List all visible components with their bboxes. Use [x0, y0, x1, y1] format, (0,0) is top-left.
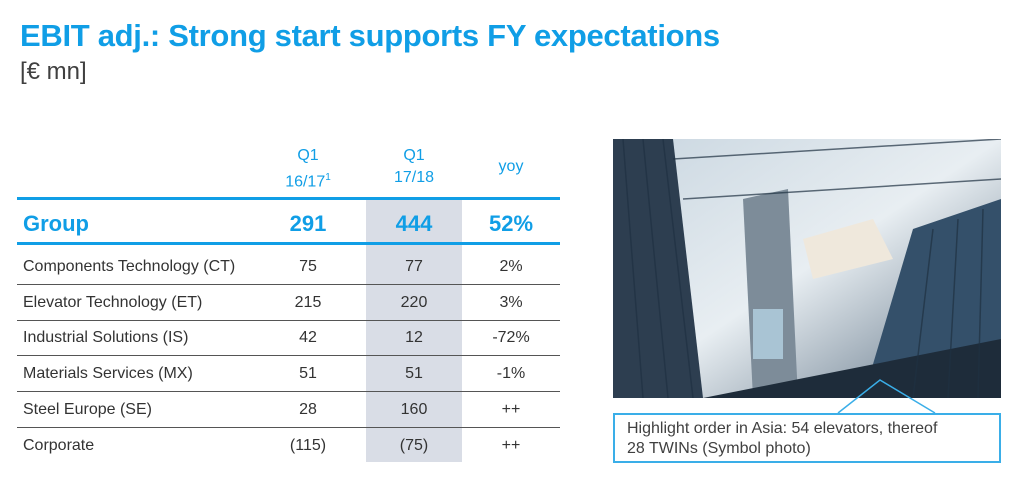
header-line1: Q1 — [297, 147, 319, 164]
header-line1: Q1 — [403, 147, 425, 164]
table-row: Elevator Technology (ET) 215 220 3% — [17, 294, 560, 330]
table-row: Components Technology (CT) 75 77 2% — [17, 258, 560, 294]
prev-value: 42 — [299, 329, 317, 347]
divider — [17, 426, 560, 428]
table-row: Corporate (115) (75) ++ — [17, 437, 560, 473]
prev-value: 75 — [299, 258, 317, 275]
header-line2: 16/17 — [285, 173, 326, 191]
curr-value: 444 — [395, 211, 433, 236]
table-row-group: Group 291 444 52% — [17, 211, 560, 247]
prev-value: (115) — [289, 436, 327, 454]
header-q1-16-17: Q1 16/171 — [263, 145, 353, 193]
row-label: Components Technology (CT) — [23, 258, 236, 275]
page-title: EBIT adj.: Strong start supports FY expe… — [20, 18, 720, 53]
header-yoy: yoy — [498, 158, 524, 175]
row-label: Industrial Solutions (IS) — [23, 329, 189, 347]
yoy-value: 2% — [499, 258, 523, 275]
divider — [17, 197, 560, 200]
row-label: Materials Services (MX) — [23, 365, 193, 383]
divider — [17, 391, 560, 393]
header-line2: 17/18 — [393, 169, 435, 186]
yoy-value: ++ — [501, 400, 521, 418]
table-row: Industrial Solutions (IS) 42 12 -72% — [17, 329, 560, 365]
row-label: Elevator Technology (ET) — [23, 293, 203, 311]
curr-value: 220 — [400, 293, 428, 311]
divider — [17, 355, 560, 357]
header-q1-17-18: Q1 17/18 — [369, 145, 459, 189]
yoy-value: 52% — [488, 211, 534, 236]
row-label: Group — [23, 211, 89, 236]
elevator-atrium-photo — [613, 139, 1001, 398]
callout-pointer — [837, 379, 936, 414]
photo-caption: Highlight order in Asia: 54 elevators, t… — [613, 413, 1001, 463]
yoy-value: -1% — [496, 365, 526, 383]
divider — [17, 284, 560, 285]
yoy-value: -72% — [492, 329, 530, 347]
table-row: Materials Services (MX) 51 51 -1% — [17, 365, 560, 401]
curr-value: 160 — [400, 400, 428, 418]
yoy-value: ++ — [501, 436, 521, 454]
prev-value: 51 — [299, 365, 317, 383]
yoy-value: 3% — [499, 293, 523, 311]
curr-value: (75) — [399, 436, 429, 454]
curr-value: 77 — [405, 258, 423, 275]
divider — [17, 242, 560, 245]
row-label: Steel Europe (SE) — [23, 400, 152, 418]
prev-value: 215 — [294, 293, 322, 311]
prev-value: 291 — [289, 211, 327, 236]
prev-value: 28 — [299, 400, 317, 418]
caption-line1: Highlight order in Asia: 54 elevators, t… — [627, 420, 938, 437]
table-row: Steel Europe (SE) 28 160 ++ — [17, 401, 560, 437]
caption-line2: 28 TWINs (Symbol photo) — [627, 440, 811, 457]
curr-value: 12 — [405, 329, 423, 347]
footnote-marker: 1 — [325, 172, 331, 183]
unit-subtitle: [€ mn] — [20, 58, 87, 85]
row-label: Corporate — [23, 436, 95, 454]
curr-value: 51 — [405, 365, 423, 383]
divider — [17, 319, 560, 321]
